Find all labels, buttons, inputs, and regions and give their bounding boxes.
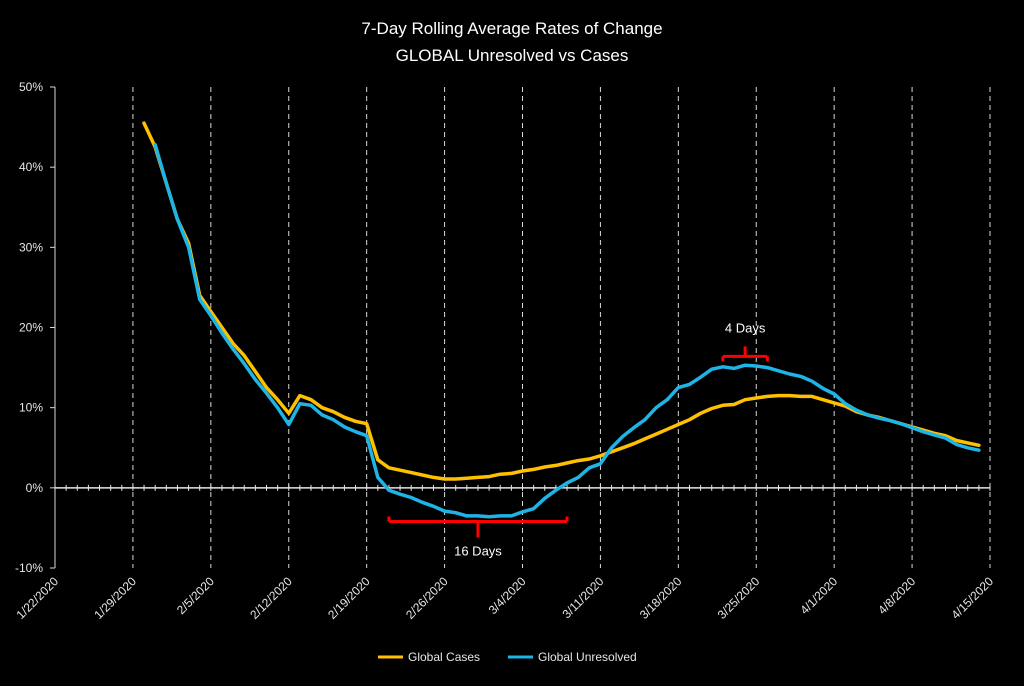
annotation-bracket: 4 Days <box>721 320 769 362</box>
legend-label: Global Cases <box>408 650 480 664</box>
annotation-label: 16 Days <box>454 544 502 559</box>
legend-label: Global Unresolved <box>538 650 637 664</box>
legend-item: Global Unresolved <box>508 650 637 664</box>
annotation-bracket: 16 Days <box>387 516 569 559</box>
y-tick-label: 30% <box>19 240 43 254</box>
y-tick-label: 10% <box>19 401 43 415</box>
y-tick-label: 20% <box>19 321 43 335</box>
y-tick-label: 0% <box>26 481 44 495</box>
series-line-global-cases <box>142 121 981 481</box>
chart-subtitle: GLOBAL Unresolved vs Cases <box>396 46 629 65</box>
y-tick-label: 40% <box>19 160 43 174</box>
chart-title: 7-Day Rolling Average Rates of Change <box>361 19 662 38</box>
annotation-label: 4 Days <box>725 320 766 335</box>
y-tick-label: 50% <box>19 80 43 94</box>
y-tick-label: -10% <box>15 561 43 575</box>
legend-item: Global Cases <box>378 650 480 664</box>
series-lines <box>142 121 981 519</box>
annotations: 16 Days 4 Days <box>387 320 769 559</box>
legend: Global Cases Global Unresolved <box>378 650 637 664</box>
series-line-global-unresolved <box>153 142 981 519</box>
